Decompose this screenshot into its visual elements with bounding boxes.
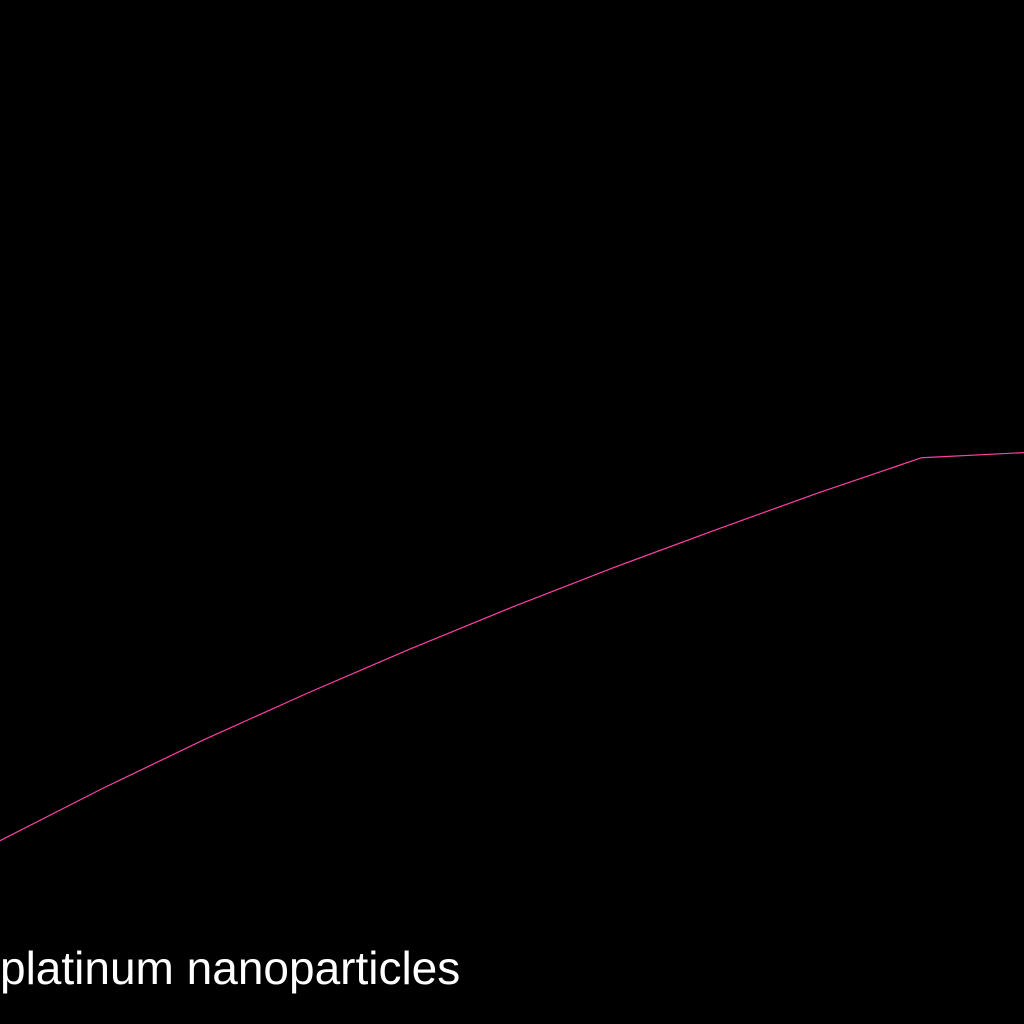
series-line-platinum-nanoparticles <box>0 452 1024 842</box>
series-label-platinum-nanoparticles: platinum nanoparticles <box>0 942 461 994</box>
